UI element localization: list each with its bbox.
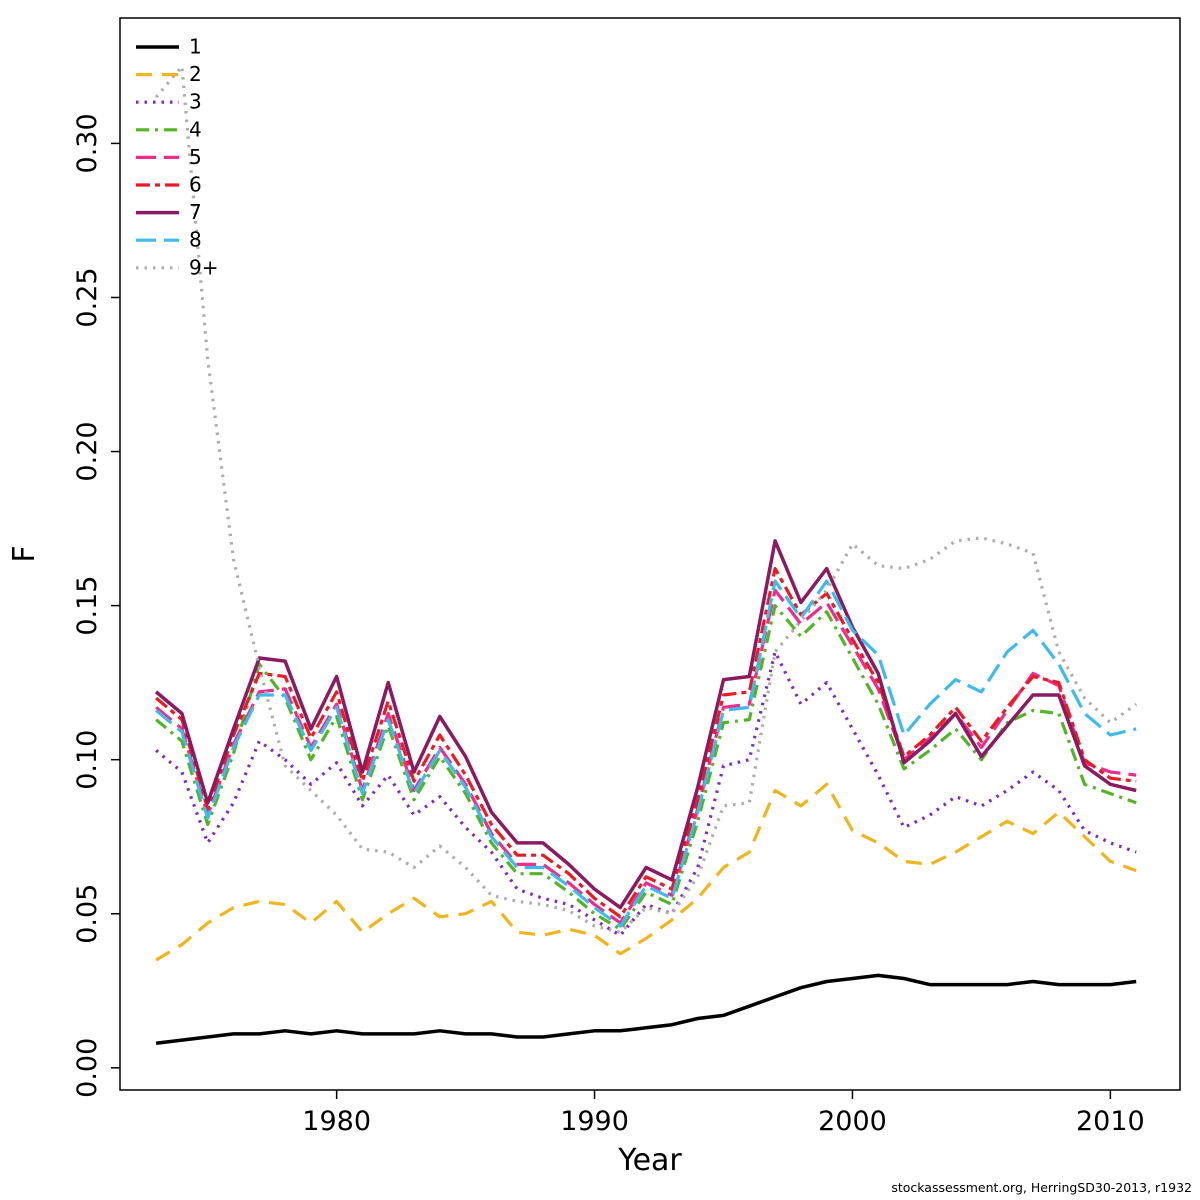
legend-label-age-1: 1	[189, 35, 202, 59]
x-axis-title: Year	[617, 1143, 682, 1178]
legend: 1 2 3 4 5 6 7 8 9+	[136, 35, 218, 279]
series-line-age-2	[155, 782, 1137, 962]
legend-label-age-7: 7	[189, 200, 202, 224]
x-axis: 1980 1990 2000 2010	[302, 1090, 1145, 1137]
y-axis-title: F	[7, 545, 42, 562]
series-line-age-9+	[154, 64, 1138, 934]
legend-label-age-6: 6	[189, 173, 202, 197]
y-tick-label: 0.25	[72, 267, 103, 327]
y-tick-label: 0.20	[72, 421, 103, 481]
y-tick-label: 0.30	[72, 113, 103, 173]
series-line-age-3	[155, 650, 1137, 937]
series-line-age-8	[155, 579, 1137, 928]
series-line-age-5	[155, 588, 1137, 925]
series-line-age-7	[154, 539, 1137, 910]
x-tick-label: 1980	[302, 1106, 371, 1137]
y-tick-label: 0.10	[72, 730, 103, 790]
y-tick-label: 0.15	[72, 576, 103, 636]
series-line-age-1	[155, 973, 1137, 1045]
y-axis: 0.00 0.05 0.10 0.15 0.20 0.25 0.30	[72, 113, 120, 1098]
y-tick-label: 0.00	[72, 1038, 103, 1098]
y-tick-label: 0.05	[72, 884, 103, 944]
x-tick-label: 1990	[560, 1106, 629, 1137]
series-line-age-4	[155, 604, 1137, 931]
series-line-age-6	[155, 567, 1137, 919]
legend-label-age-9+: 9+	[189, 255, 218, 279]
series-group	[154, 64, 1138, 1045]
legend-label-age-3: 3	[189, 90, 202, 114]
legend-label-age-5: 5	[189, 145, 202, 169]
plot-box	[119, 17, 1181, 1091]
legend-label-age-4: 4	[189, 117, 202, 141]
legend-label-age-2: 2	[189, 62, 202, 86]
credit-text: stockassessment.org, HerringSD30-2013, r…	[891, 1180, 1192, 1195]
x-tick-label: 2000	[818, 1106, 887, 1137]
legend-label-age-8: 8	[189, 228, 202, 252]
x-tick-label: 2010	[1076, 1106, 1145, 1137]
